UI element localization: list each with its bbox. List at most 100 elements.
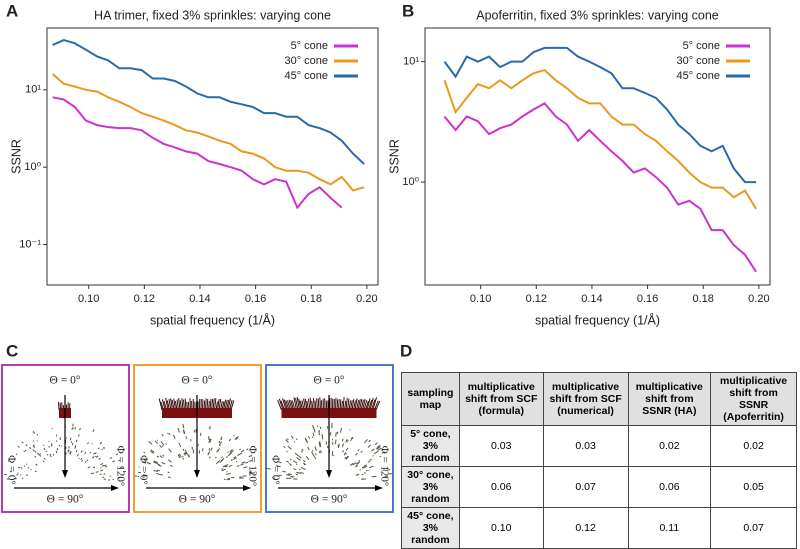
x-tick-label: 0.10 <box>78 293 99 305</box>
orientation-mark <box>342 439 343 442</box>
orientation-mark <box>90 452 91 453</box>
panel-label: C <box>6 341 18 360</box>
orientation-mark <box>304 464 305 465</box>
orientation-mark <box>346 448 348 451</box>
phi-label: Φ = 120° <box>114 446 126 487</box>
orientation-mark <box>76 450 77 452</box>
orientation-mark <box>308 436 309 438</box>
orientation-mark <box>81 450 82 452</box>
orientation-mark <box>76 440 77 442</box>
orientation-mark <box>162 434 163 436</box>
orientation-mark <box>375 443 377 445</box>
orientation-mark <box>95 456 96 457</box>
cell: 5° cone, 3% random <box>402 426 460 467</box>
orientation-mark <box>160 445 162 447</box>
orientation-mark <box>173 435 175 439</box>
y-tick-label: 10¹ <box>403 55 419 67</box>
orientation-mark <box>49 446 50 447</box>
orientation-mark <box>221 469 223 470</box>
orientation-mark <box>369 466 373 467</box>
orientation-mark <box>353 438 354 439</box>
orientation-mark <box>178 428 180 433</box>
orientation-mark <box>50 455 51 457</box>
orientation-mark <box>234 435 235 436</box>
orientation-mark <box>100 442 102 444</box>
cell: 30° cone, 3% random <box>402 467 460 508</box>
orientation-mark <box>183 458 184 460</box>
orientation-mark <box>98 448 99 449</box>
orientation-mark <box>314 427 315 432</box>
phi-label: Φ = 0° <box>137 455 149 485</box>
legend-label: 30° cone <box>676 55 720 67</box>
orientation-mark <box>85 452 86 454</box>
orientation-mark <box>345 457 346 459</box>
cell: 45° cone, 3% random <box>402 508 460 549</box>
theta-label: Θ = 0° <box>50 375 81 387</box>
x-tick-label: 0.14 <box>581 293 602 305</box>
legend-label: 45° cone <box>676 70 720 82</box>
orientation-mark <box>358 460 359 461</box>
orientation-mark <box>183 449 184 451</box>
orientation-mark <box>343 450 344 452</box>
legend-label: 45° cone <box>284 70 328 82</box>
series-line <box>53 74 365 191</box>
orientation-mark <box>315 453 316 455</box>
orientation-mark <box>155 441 158 444</box>
orientation-mark <box>241 450 244 452</box>
orientation-mark <box>312 452 315 457</box>
orientation-mark <box>24 466 25 467</box>
cell: 0.11 <box>628 508 711 549</box>
orientation-mark <box>296 457 300 460</box>
orientation-mark <box>229 465 232 467</box>
orientation-mark <box>26 445 27 446</box>
orientation-mark <box>144 452 145 453</box>
orientation-mark <box>231 460 233 461</box>
orientation-mark <box>209 457 210 459</box>
orientation-mark <box>162 445 163 446</box>
orientation-mark <box>24 451 25 452</box>
orientation-mark <box>75 445 76 448</box>
x-tick-label: 0.14 <box>189 293 210 305</box>
arrow-head <box>326 470 332 478</box>
orientation-mark <box>332 451 333 456</box>
cell: 0.10 <box>459 508 543 549</box>
orientation-mark <box>321 450 322 453</box>
orientation-mark <box>168 433 169 434</box>
orientation-mark <box>50 454 51 455</box>
orientation-mark <box>314 457 316 460</box>
orientation-mark <box>157 470 160 471</box>
legend-label: 30° cone <box>284 55 328 67</box>
orientation-mark <box>161 441 164 445</box>
orientation-mark <box>287 439 288 440</box>
orientation-mark <box>347 440 348 442</box>
series-line <box>445 48 757 182</box>
orientation-mark <box>35 456 36 457</box>
arrow-head <box>194 470 200 478</box>
theta-label: Θ = 90° <box>47 494 84 506</box>
orientation-mark <box>169 433 170 435</box>
orientation-mark <box>33 440 34 441</box>
orientation-mark <box>364 465 367 466</box>
orientation-mark <box>44 458 45 459</box>
orientation-mark <box>168 472 170 473</box>
orientation-mark <box>79 434 80 436</box>
orientation-mark <box>286 461 289 462</box>
orientation-mark <box>47 454 48 455</box>
orientation-mark <box>342 443 343 447</box>
orientation-mark <box>346 439 347 442</box>
cell: 0.03 <box>459 426 543 467</box>
x-tick-label: 0.18 <box>693 293 714 305</box>
orientation-mark <box>209 451 210 453</box>
orientation-mark <box>101 463 104 464</box>
orientation-mark <box>215 457 216 458</box>
orientation-mark <box>92 443 93 444</box>
orientation-mark <box>296 464 297 465</box>
x-tick-label: 0.12 <box>526 293 547 305</box>
orientation-mark <box>312 450 313 451</box>
orientation-mark <box>93 429 94 431</box>
orientation-mark <box>296 472 300 473</box>
orientation-mark <box>315 446 317 450</box>
orientation-mark <box>291 436 293 439</box>
panel-label: B <box>402 1 414 20</box>
orientation-mark <box>186 437 187 439</box>
